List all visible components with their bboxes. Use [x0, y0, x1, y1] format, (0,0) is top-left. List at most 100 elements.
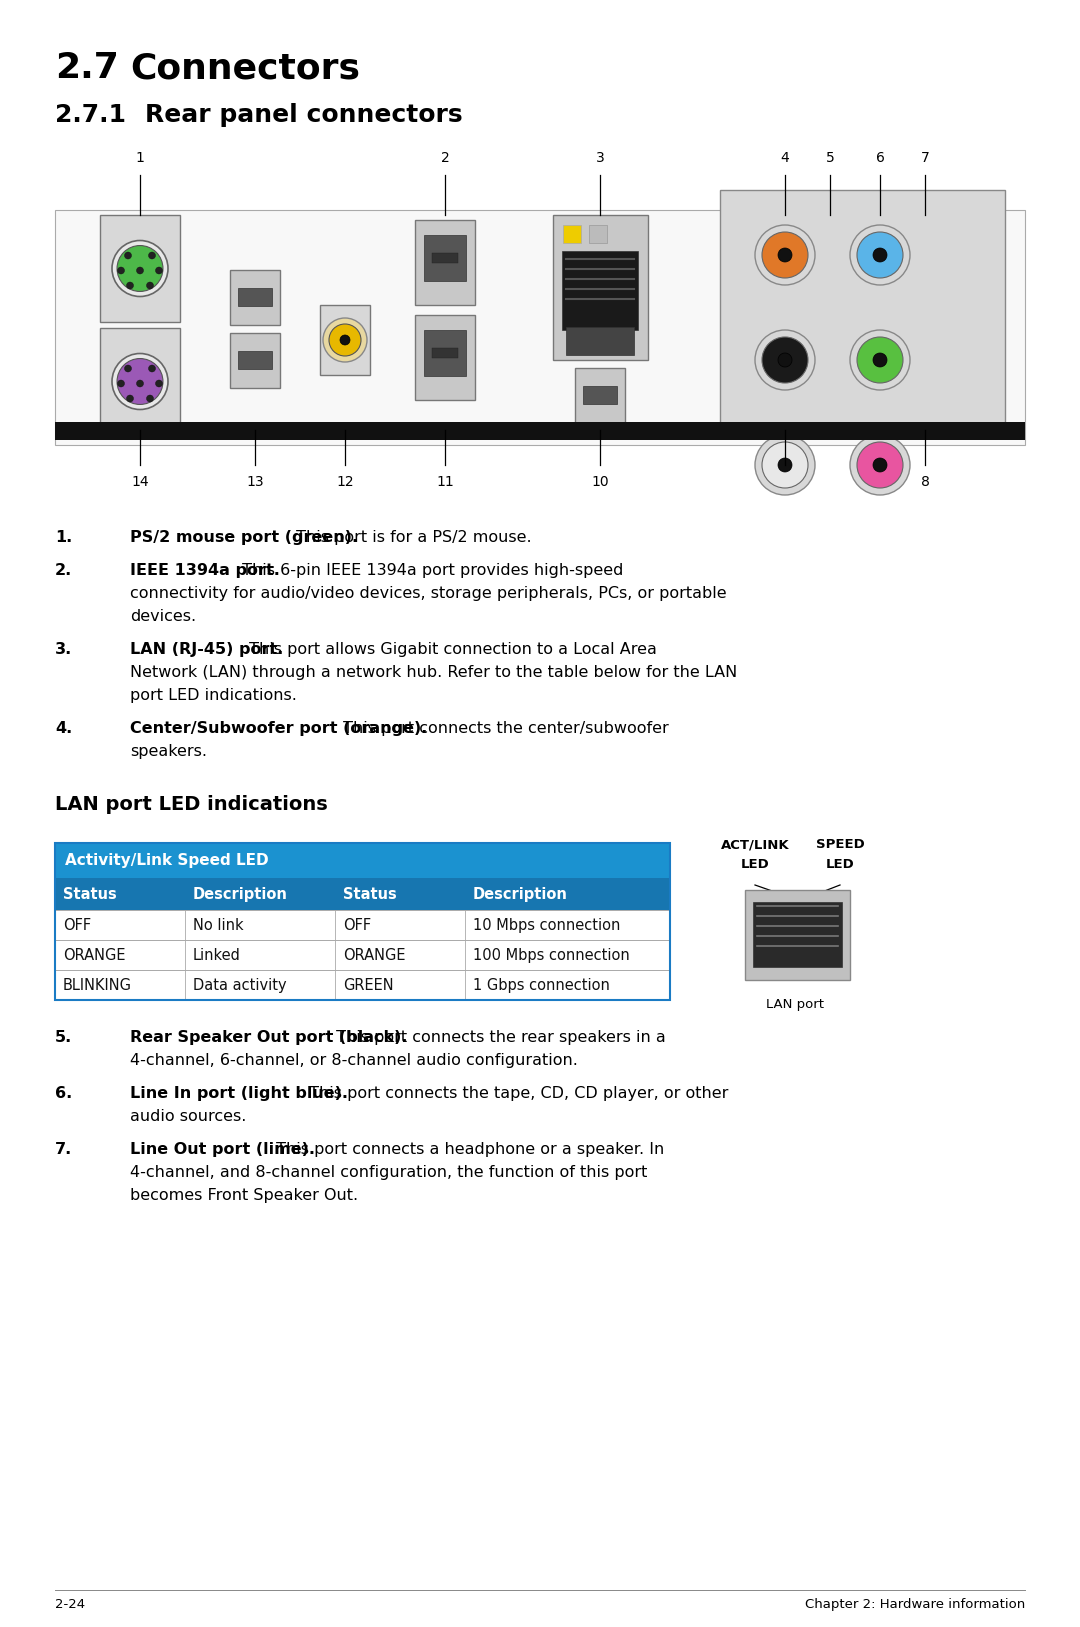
Circle shape — [850, 434, 910, 495]
Circle shape — [117, 358, 163, 405]
FancyBboxPatch shape — [55, 909, 670, 940]
FancyBboxPatch shape — [432, 348, 458, 358]
Circle shape — [778, 457, 792, 472]
Circle shape — [147, 281, 153, 290]
Circle shape — [762, 233, 808, 278]
FancyBboxPatch shape — [238, 351, 272, 369]
Text: 2: 2 — [441, 151, 449, 164]
FancyBboxPatch shape — [563, 225, 581, 242]
Text: Description: Description — [473, 887, 568, 901]
Text: 2.: 2. — [55, 563, 72, 578]
Text: 2-24: 2-24 — [55, 1598, 85, 1611]
Text: connectivity for audio/video devices, storage peripherals, PCs, or portable: connectivity for audio/video devices, st… — [130, 586, 727, 600]
Text: 14: 14 — [131, 475, 149, 490]
Text: SPEED: SPEED — [815, 838, 864, 851]
Text: port LED indications.: port LED indications. — [130, 688, 297, 703]
Text: This port connects a headphone or a speaker. In: This port connects a headphone or a spea… — [271, 1142, 664, 1157]
Text: becomes Front Speaker Out.: becomes Front Speaker Out. — [130, 1188, 359, 1202]
Circle shape — [329, 324, 361, 356]
Text: ACT/LINK: ACT/LINK — [720, 838, 789, 851]
Text: This port allows Gigabit connection to a Local Area: This port allows Gigabit connection to a… — [244, 643, 657, 657]
Text: LED: LED — [741, 857, 769, 870]
Text: This port connects the rear speakers in a: This port connects the rear speakers in … — [330, 1030, 665, 1045]
Circle shape — [126, 281, 134, 290]
Circle shape — [778, 247, 792, 262]
Text: This port connects the center/subwoofer: This port connects the center/subwoofer — [338, 721, 669, 735]
Circle shape — [156, 381, 162, 387]
Text: OFF: OFF — [63, 918, 91, 932]
Text: 4-channel, 6-channel, or 8-channel audio configuration.: 4-channel, 6-channel, or 8-channel audio… — [130, 1053, 578, 1067]
Text: 4-channel, and 8-channel configuration, the function of this port: 4-channel, and 8-channel configuration, … — [130, 1165, 647, 1180]
Text: ORANGE: ORANGE — [63, 947, 125, 963]
Text: 7.: 7. — [55, 1142, 72, 1157]
Text: 3.: 3. — [55, 643, 72, 657]
Text: 2.7.1: 2.7.1 — [55, 103, 126, 127]
FancyBboxPatch shape — [55, 879, 670, 909]
Circle shape — [124, 252, 132, 259]
Text: 10 Mbps connection: 10 Mbps connection — [473, 918, 620, 932]
Text: speakers.: speakers. — [130, 744, 207, 760]
FancyBboxPatch shape — [553, 215, 648, 360]
FancyBboxPatch shape — [415, 220, 475, 304]
Text: 9: 9 — [781, 475, 789, 490]
FancyBboxPatch shape — [432, 254, 458, 264]
Text: OFF: OFF — [343, 918, 372, 932]
Text: Rear panel connectors: Rear panel connectors — [145, 103, 462, 127]
FancyBboxPatch shape — [320, 304, 370, 374]
FancyBboxPatch shape — [55, 940, 670, 970]
Circle shape — [118, 267, 124, 273]
Circle shape — [873, 457, 887, 472]
Text: LAN (RJ-45) port.: LAN (RJ-45) port. — [130, 643, 283, 657]
FancyBboxPatch shape — [415, 316, 475, 400]
Text: 5: 5 — [825, 151, 835, 164]
Text: audio sources.: audio sources. — [130, 1110, 246, 1124]
Text: GREEN: GREEN — [343, 978, 393, 992]
Text: Status: Status — [343, 887, 396, 901]
Text: Data activity: Data activity — [193, 978, 286, 992]
Circle shape — [858, 337, 903, 382]
FancyBboxPatch shape — [230, 334, 280, 387]
Text: 3: 3 — [596, 151, 605, 164]
FancyBboxPatch shape — [55, 843, 670, 879]
Text: 12: 12 — [336, 475, 354, 490]
Circle shape — [873, 353, 887, 368]
FancyBboxPatch shape — [589, 225, 607, 242]
FancyBboxPatch shape — [720, 190, 1005, 438]
Text: 1 Gbps connection: 1 Gbps connection — [473, 978, 610, 992]
FancyBboxPatch shape — [424, 234, 465, 281]
FancyBboxPatch shape — [424, 330, 465, 376]
Text: 1.: 1. — [55, 530, 72, 545]
Text: PS/2 mouse port (green).: PS/2 mouse port (green). — [130, 530, 359, 545]
Text: 8: 8 — [920, 475, 930, 490]
Text: Rear Speaker Out port (black).: Rear Speaker Out port (black). — [130, 1030, 407, 1045]
Text: Center/Subwoofer port (orange).: Center/Subwoofer port (orange). — [130, 721, 428, 735]
Text: LAN port LED indications: LAN port LED indications — [55, 796, 327, 814]
Text: devices.: devices. — [130, 608, 197, 625]
Circle shape — [762, 443, 808, 488]
Circle shape — [112, 241, 168, 296]
FancyBboxPatch shape — [238, 288, 272, 306]
Circle shape — [156, 267, 162, 273]
Circle shape — [778, 353, 792, 368]
Text: 100 Mbps connection: 100 Mbps connection — [473, 947, 630, 963]
Text: Chapter 2: Hardware information: Chapter 2: Hardware information — [805, 1598, 1025, 1611]
Text: 4.: 4. — [55, 721, 72, 735]
FancyBboxPatch shape — [55, 421, 1025, 439]
Text: Line Out port (lime).: Line Out port (lime). — [130, 1142, 315, 1157]
Text: 6: 6 — [876, 151, 885, 164]
Circle shape — [323, 317, 367, 361]
Circle shape — [149, 252, 156, 259]
Text: LAN port: LAN port — [766, 997, 824, 1010]
Text: 13: 13 — [246, 475, 264, 490]
Text: LED: LED — [825, 857, 854, 870]
FancyBboxPatch shape — [55, 210, 1025, 446]
Circle shape — [112, 353, 168, 410]
Circle shape — [117, 246, 163, 291]
FancyBboxPatch shape — [230, 270, 280, 325]
Text: Status: Status — [63, 887, 117, 901]
Circle shape — [850, 330, 910, 390]
Text: This port is for a PS/2 mouse.: This port is for a PS/2 mouse. — [291, 530, 531, 545]
Text: 7: 7 — [920, 151, 930, 164]
Text: 1: 1 — [136, 151, 145, 164]
FancyBboxPatch shape — [55, 970, 670, 1001]
